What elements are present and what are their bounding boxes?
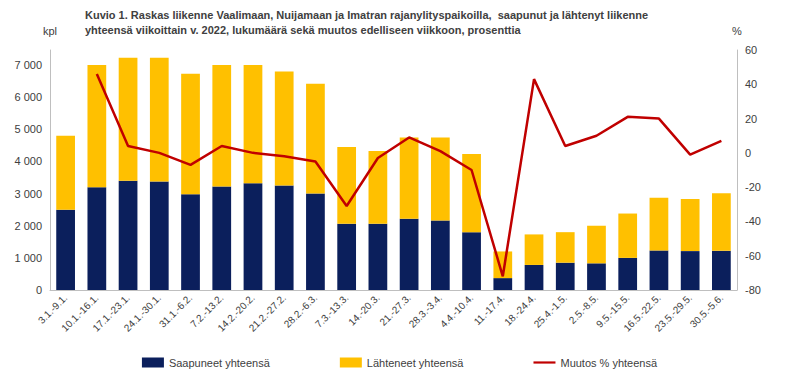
svg-text:7.2.-13.2.: 7.2.-13.2. [188, 292, 226, 330]
svg-text:9.5.-15.5.: 9.5.-15.5. [594, 292, 632, 330]
svg-text:5 000: 5 000 [14, 123, 42, 135]
svg-text:16.5.-22.5.: 16.5.-22.5. [621, 292, 663, 334]
svg-text:Muutos % yhteensä: Muutos % yhteensä [560, 357, 657, 369]
svg-text:21.2.-27.2.: 21.2.-27.2. [247, 292, 289, 334]
svg-text:25.4.-1.5.: 25.4.-1.5. [532, 292, 570, 330]
svg-text:kpl: kpl [43, 25, 57, 37]
svg-text:-80: -80 [745, 284, 761, 296]
svg-text:2 000: 2 000 [14, 220, 42, 232]
svg-text:2.5.-8.5.: 2.5.-8.5. [566, 292, 601, 326]
svg-text:7 000: 7 000 [14, 59, 42, 71]
svg-text:4 000: 4 000 [14, 155, 42, 167]
svg-text:3.1.-9.1.: 3.1.-9.1. [35, 292, 70, 326]
svg-text:-60: -60 [745, 250, 761, 262]
svg-text:Lähteneet yhteensä: Lähteneet yhteensä [367, 357, 465, 369]
svg-text:24.1.-30.1.: 24.1.-30.1. [122, 292, 164, 334]
svg-text:28.2.-6.3.: 28.2.-6.3. [281, 292, 320, 330]
svg-text:18.-24.4.: 18.-24.4. [502, 292, 538, 328]
svg-text:11.-17.4.: 11.-17.4. [472, 292, 507, 327]
svg-text:10.1.-16.1.: 10.1.-16.1. [59, 292, 101, 334]
svg-text:0: 0 [745, 147, 751, 159]
svg-text:14.-20.3.: 14.-20.3. [346, 292, 382, 328]
svg-text:23.5.-29.5.: 23.5.-29.5. [653, 292, 695, 334]
svg-text:14.2.-20.2.: 14.2.-20.2. [215, 292, 257, 334]
svg-text:1 000: 1 000 [14, 252, 42, 264]
svg-text:30.5.-5.6.: 30.5.-5.6. [688, 292, 726, 330]
svg-text:%: % [732, 25, 742, 37]
svg-text:yhteensä viikoittain v. 2022,: yhteensä viikoittain v. 2022, lukumäärä … [85, 24, 522, 36]
svg-text:60: 60 [745, 44, 757, 56]
svg-text:-40: -40 [745, 215, 761, 227]
svg-text:28.3.-3.4.: 28.3.-3.4. [406, 292, 445, 330]
svg-text:20: 20 [745, 113, 757, 125]
svg-text:21.-27.3.: 21.-27.3. [377, 292, 413, 328]
svg-text:Saapuneet yhteensä: Saapuneet yhteensä [169, 357, 271, 369]
svg-text:-20: -20 [745, 181, 761, 193]
svg-text:3 000: 3 000 [14, 188, 42, 200]
svg-text:6 000: 6 000 [14, 91, 42, 103]
svg-text:31.1.-6.2.: 31.1.-6.2. [156, 292, 195, 330]
svg-text:Kuvio 1. Raskas liikenne Vaali: Kuvio 1. Raskas liikenne Vaalimaan, Nuij… [85, 9, 648, 21]
svg-text:40: 40 [745, 78, 757, 90]
svg-text:4.4.-10.4.: 4.4.-10.4. [438, 292, 476, 330]
svg-text:0: 0 [36, 284, 42, 296]
svg-text:17.1.-23.1.: 17.1.-23.1. [90, 292, 132, 334]
svg-text:7.3.-13.3.: 7.3.-13.3. [313, 292, 351, 330]
